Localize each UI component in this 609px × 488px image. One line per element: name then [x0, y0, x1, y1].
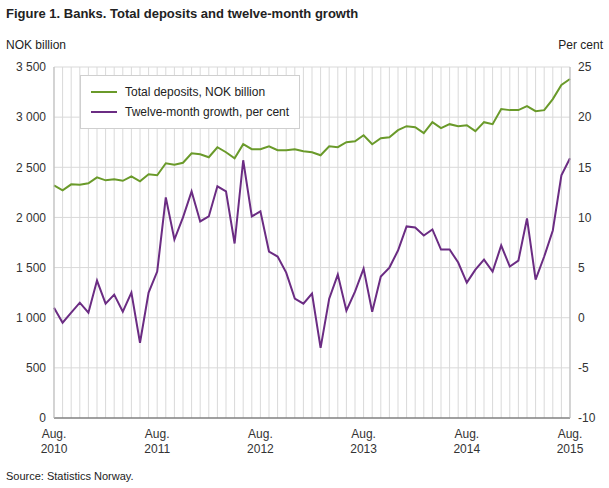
svg-text:25: 25	[578, 60, 592, 74]
svg-text:1 500: 1 500	[16, 261, 46, 275]
html-text:Source: Statistics Norway.: Source: Statistics Norway.	[6, 470, 134, 482]
svg-text:Aug.2011: Aug.2011	[144, 427, 170, 456]
html-text:Per cent: Per cent	[558, 38, 603, 52]
html-text:NOK billion: NOK billion	[6, 38, 66, 52]
svg-text:15: 15	[578, 161, 592, 175]
svg-text:0: 0	[39, 411, 46, 425]
svg-text:Aug.2010: Aug.2010	[41, 427, 68, 456]
svg-text:-5: -5	[578, 361, 589, 375]
svg-text:1 000: 1 000	[16, 311, 46, 325]
html-text:Total deposits, NOK billion: Total deposits, NOK billion	[125, 85, 266, 99]
svg-text:5: 5	[578, 261, 585, 275]
svg-text:-10: -10	[578, 411, 596, 425]
svg-text:2 000: 2 000	[16, 211, 46, 225]
svg-text:20: 20	[578, 110, 592, 124]
svg-text:Aug.2015: Aug.2015	[557, 427, 584, 456]
svg-text:Aug.2013: Aug.2013	[350, 427, 377, 456]
svg-text:500: 500	[26, 361, 46, 375]
html-text:Figure 1. Banks. Total deposit: Figure 1. Banks. Total deposits and twel…	[6, 6, 359, 21]
svg-text:0: 0	[578, 311, 585, 325]
svg-text:Aug.2012: Aug.2012	[247, 427, 274, 456]
svg-text:2 500: 2 500	[16, 161, 46, 175]
html-text:Twelve-month growth, per cent: Twelve-month growth, per cent	[125, 105, 290, 119]
svg-text:10: 10	[578, 211, 592, 225]
svg-text:Aug.2014: Aug.2014	[453, 427, 480, 456]
svg-text:3 500: 3 500	[16, 60, 46, 74]
svg-text:3 000: 3 000	[16, 110, 46, 124]
